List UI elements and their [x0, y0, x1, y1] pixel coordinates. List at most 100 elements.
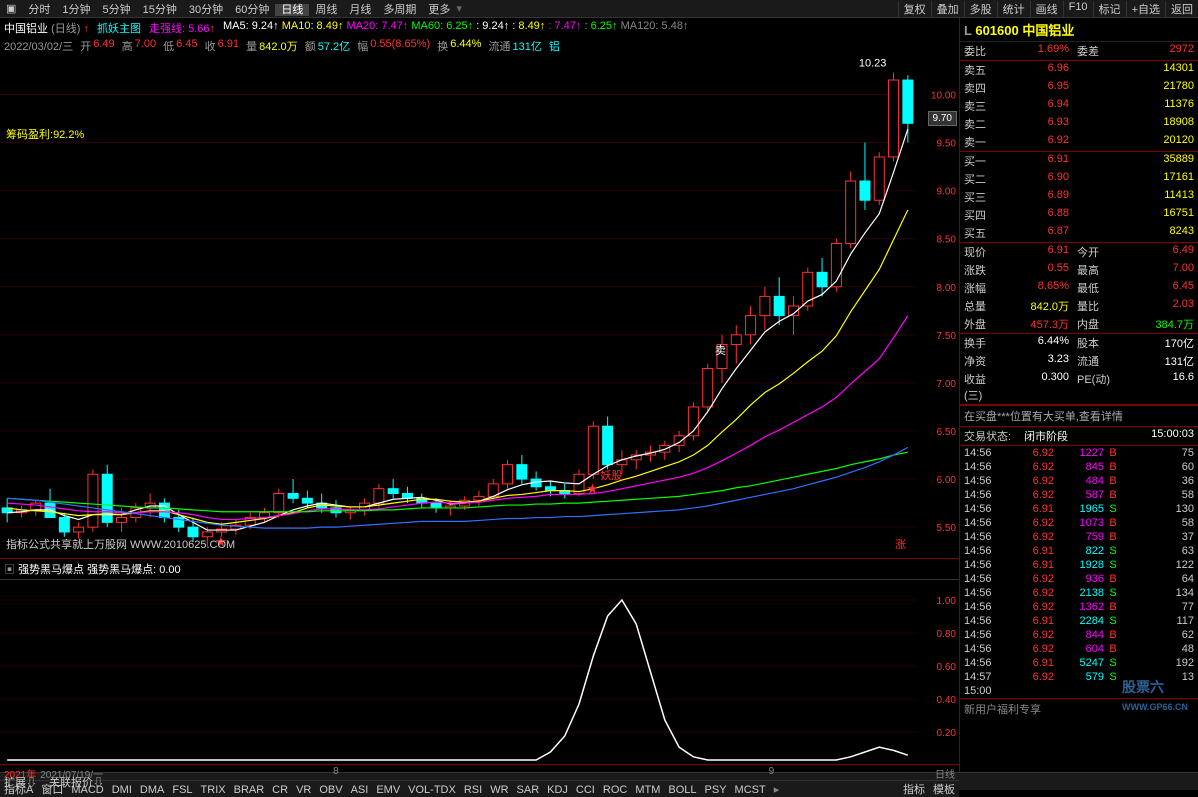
app-icon: ▣ — [0, 2, 22, 15]
toolbar-button[interactable]: F10 — [1063, 1, 1093, 17]
indicator-tab[interactable]: CR — [268, 784, 292, 796]
orderbook-row: 卖二6.9318908 — [960, 115, 1198, 133]
indicator-tab[interactable]: CCI — [572, 784, 599, 796]
timeframe-tab[interactable]: 多周期 — [377, 4, 422, 16]
trade-row: 14:566.912284S117 — [960, 614, 1198, 628]
side-title: L 601600 中国铝业 — [960, 18, 1198, 41]
timeframe-tab[interactable]: 月线 — [343, 4, 377, 16]
date-axis: 2021年 2021/07/19/一 8 9 日线 — [0, 764, 959, 780]
svg-text:妖股: 妖股 — [600, 468, 622, 482]
main-chart[interactable]: 10.009.509.008.508.007.507.006.506.005.5… — [0, 56, 959, 558]
orderbook-row: 买二6.9017161 — [960, 170, 1198, 188]
toolbar-button[interactable]: 返回 — [1165, 1, 1198, 17]
bottom-button[interactable]: 扩展⇩ — [4, 774, 37, 790]
indicator-tab[interactable]: OBV — [315, 784, 346, 796]
trade-row: 14:566.915247S192 — [960, 656, 1198, 670]
svg-text:5.50: 5.50 — [937, 523, 957, 534]
indicator-tab[interactable]: BOLL — [664, 784, 700, 796]
toolbar-button[interactable]: +自选 — [1126, 1, 1165, 17]
indicator-tab[interactable]: BRAR — [230, 784, 269, 796]
quote-row: 涨幅8.65%最低6.45 — [960, 279, 1198, 297]
scroll-right-icon[interactable]: ▸ — [774, 783, 780, 796]
indicator-bar: 指标A窗口MACDDMIDMAFSLTRIXBRARCRVROBVASIEMVV… — [0, 780, 959, 797]
chip-label: 筹码盈利:92.2% — [6, 126, 84, 142]
indicator-tab[interactable]: PSY — [701, 784, 731, 796]
orderbook-row: 卖三6.9411376 — [960, 97, 1198, 115]
trade-row: 14:566.92845B60 — [960, 460, 1198, 474]
svg-text:10.23: 10.23 — [859, 57, 887, 69]
svg-text:1.00: 1.00 — [937, 596, 957, 607]
timeframe-tab[interactable]: 分时 — [22, 4, 56, 16]
toolbar-button[interactable]: 多股 — [964, 1, 997, 17]
timeframe-tab[interactable]: 60分钟 — [229, 4, 275, 16]
timeframe-tab[interactable]: 更多 — [422, 4, 456, 16]
indicator-tab[interactable]: EMV — [372, 784, 404, 796]
timeframe-tab[interactable]: 日线 — [275, 4, 309, 16]
indicator-menu[interactable]: 模板 — [929, 784, 959, 796]
timeframe-tab[interactable]: 5分钟 — [97, 4, 137, 16]
indicator-tab[interactable]: VR — [292, 784, 315, 796]
toolbar-button[interactable]: 叠加 — [931, 1, 964, 17]
side-bottom: 新用户福利专享 股票六 WWW.GP66.CN — [960, 699, 1198, 719]
tip-line[interactable]: 在买盘***位置有大买单,查看详情 — [960, 405, 1198, 427]
toolbar-button[interactable]: 统计 — [997, 1, 1030, 17]
quote-row: 现价6.91今开6.49 — [960, 243, 1198, 261]
svg-text:0.20: 0.20 — [937, 728, 957, 739]
toolbar-button[interactable]: 画线 — [1030, 1, 1063, 17]
quote-row: 收益(三)0.300PE(动)16.6 — [960, 370, 1198, 404]
svg-text:0.40: 0.40 — [937, 695, 957, 706]
trade-row: 14:566.92844B62 — [960, 628, 1198, 642]
indicator-tab[interactable]: RSI — [460, 784, 486, 796]
trade-row: 14:566.921073B58 — [960, 516, 1198, 530]
indicator-tab[interactable]: KDJ — [543, 784, 572, 796]
svg-text:涨: 涨 — [895, 538, 906, 551]
indicator-tab[interactable]: VOL-TDX — [404, 784, 460, 796]
indicator-menu[interactable]: 指标 — [899, 784, 929, 796]
timeframe-tab[interactable]: 周线 — [309, 4, 343, 16]
trade-row: 14:566.92484B36 — [960, 474, 1198, 488]
orderbook-row: 买五6.878243 — [960, 224, 1198, 242]
svg-text:指标公式共享就上万股网 WWW.2010625.COM: 指标公式共享就上万股网 WWW.2010625.COM — [6, 537, 235, 551]
quote-row: 净资3.23流通131亿 — [960, 352, 1198, 370]
trade-row: 14:566.92604B48 — [960, 642, 1198, 656]
trade-row: 14:566.922138S134 — [960, 586, 1198, 600]
indicator-tab[interactable]: ASI — [347, 784, 373, 796]
timeframe-tab[interactable]: 15分钟 — [137, 4, 183, 16]
svg-text:0.60: 0.60 — [937, 662, 957, 673]
indicator-tab[interactable]: WR — [486, 784, 512, 796]
timeframe-tab[interactable]: 1分钟 — [56, 4, 96, 16]
svg-text:★: ★ — [586, 481, 599, 497]
chart-area: 中国铝业 (日线) ↑ 抓妖主图 走强线: 5.66↑ MA5: 9.24↑ M… — [0, 18, 960, 772]
toolbar-button[interactable]: 复权 — [898, 1, 931, 17]
toolbar-button[interactable]: 标记 — [1093, 1, 1126, 17]
indicator-tab[interactable]: ROC — [599, 784, 631, 796]
svg-text:8.50: 8.50 — [937, 235, 957, 246]
tag1: 抓妖主图 — [97, 20, 141, 36]
sub-chart[interactable]: 1.00 0.80 0.60 0.40 0.20 — [0, 579, 959, 764]
bottom-button[interactable]: 关联报价⇩ — [49, 774, 104, 790]
logo-watermark: 股票六 WWW.GP66.CN — [1122, 677, 1188, 713]
indicator-tab[interactable]: DMA — [136, 784, 168, 796]
orderbook-row: 卖四6.9521780 — [960, 79, 1198, 97]
indicator-tab[interactable]: TRIX — [197, 784, 230, 796]
indicator-tab[interactable]: MCST — [731, 784, 770, 796]
trade-row: 14:566.92587B58 — [960, 488, 1198, 502]
indicator-tab[interactable]: DMI — [108, 784, 136, 796]
quote-row: 涨跌0.55最高7.00 — [960, 261, 1198, 279]
svg-text:10.00: 10.00 — [931, 90, 956, 101]
indicator-tab[interactable]: FSL — [168, 784, 196, 796]
svg-text:7.00: 7.00 — [937, 379, 957, 390]
commit-row: 委比1.69% 委差2972 — [960, 41, 1198, 60]
svg-text:6.00: 6.00 — [937, 475, 957, 486]
up-arrow-icon: ↑ — [83, 23, 89, 35]
tag2: 走强线: — [149, 23, 188, 35]
orderbook-row: 卖一6.9220120 — [960, 133, 1198, 151]
quote-row: 总量842.0万量比2.03 — [960, 297, 1198, 315]
timeframe-tab[interactable]: 30分钟 — [183, 4, 229, 16]
dropdown-icon[interactable]: ▾ — [456, 2, 462, 15]
indicator-tab[interactable]: MTM — [631, 784, 664, 796]
svg-text:0.80: 0.80 — [937, 629, 957, 640]
indicator-tab[interactable]: SAR — [513, 784, 544, 796]
trade-row: 14:566.921227B75 — [960, 446, 1198, 460]
svg-text:卖: 卖 — [715, 344, 726, 357]
